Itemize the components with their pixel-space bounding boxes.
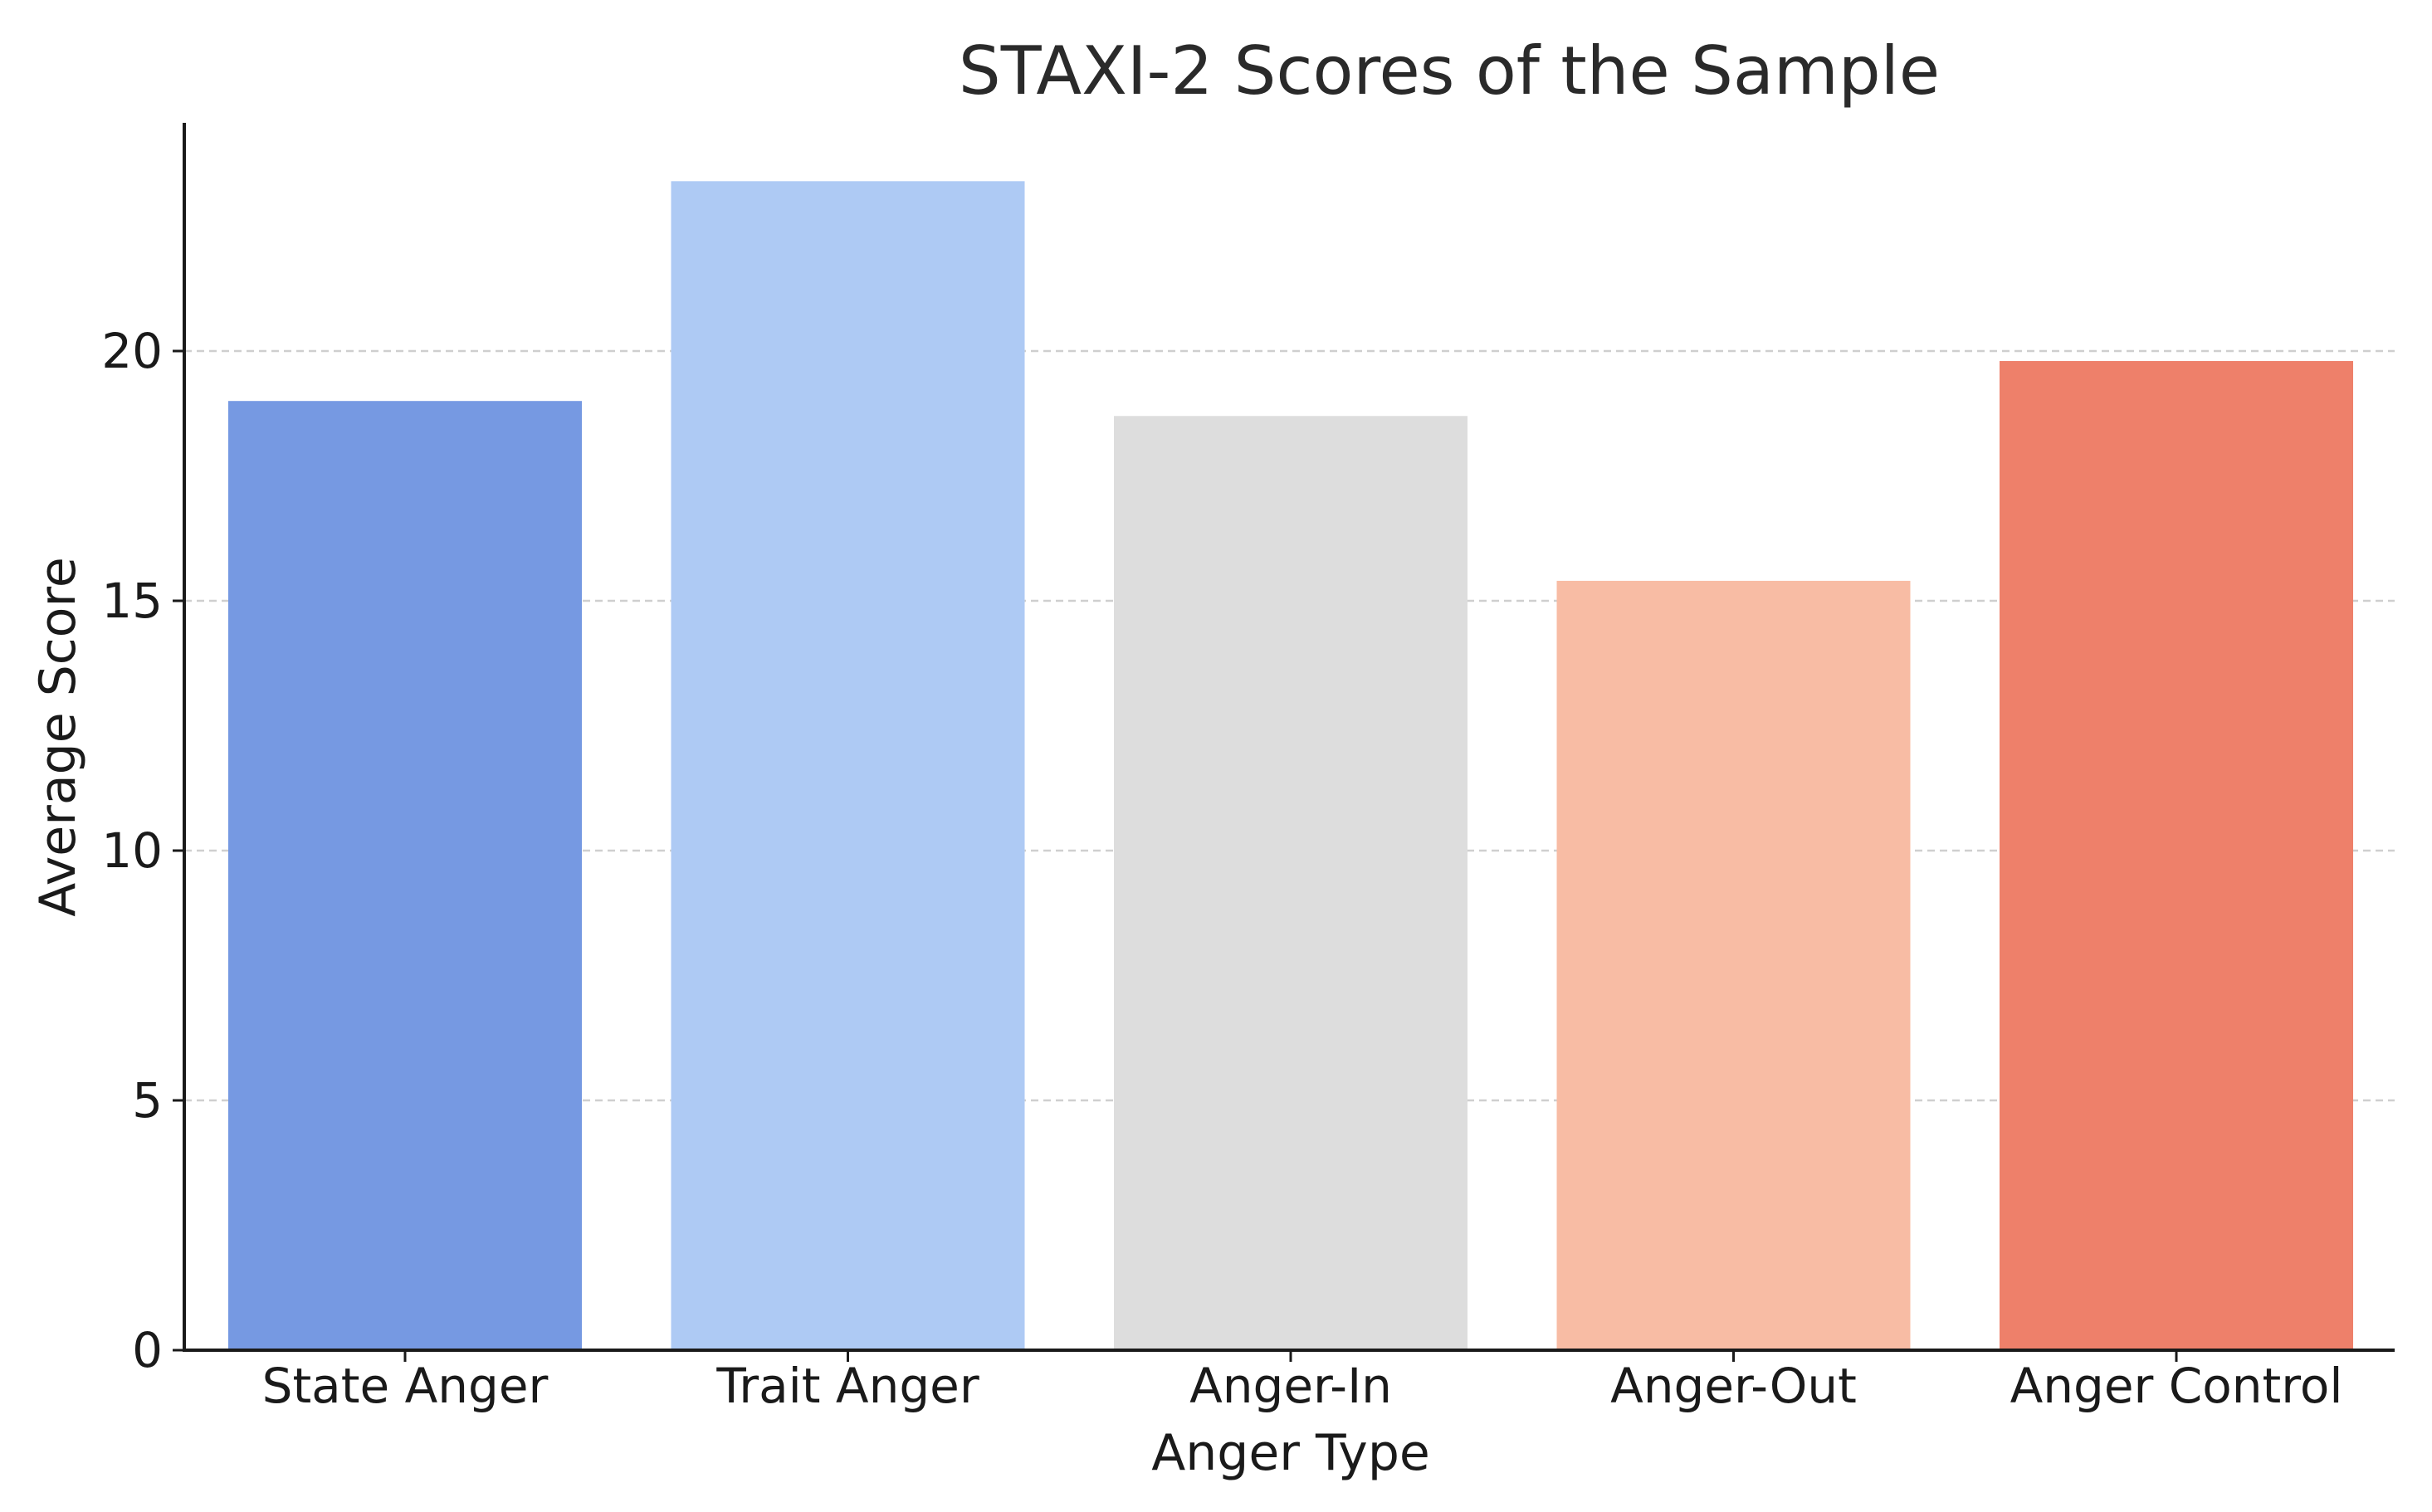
y-tick-label: 20 xyxy=(101,323,163,379)
x-tick-label: Anger Control xyxy=(2010,1358,2343,1414)
x-ticks: State Anger Trait Anger Anger-In Anger-Out A… xyxy=(262,1350,2343,1414)
x-tick-label: State Anger xyxy=(262,1358,549,1414)
bar-trait-anger xyxy=(671,181,1025,1350)
y-axis-title: Average Score xyxy=(29,557,87,917)
x-tick-label: Anger-Out xyxy=(1610,1358,1857,1414)
y-tick-label: 15 xyxy=(101,573,163,629)
x-tick-label: Anger-In xyxy=(1189,1358,1392,1414)
axes xyxy=(183,123,2395,1352)
y-tick-label: 0 xyxy=(132,1322,163,1378)
y-tick-label: 10 xyxy=(101,822,163,879)
bars xyxy=(228,181,2353,1351)
y-ticks: 0 5 10 15 20 xyxy=(101,323,184,1378)
x-tick-label: Trait Anger xyxy=(715,1358,979,1414)
x-axis-title: Anger Type xyxy=(1151,1424,1430,1482)
bar-anger-out xyxy=(1556,580,1911,1350)
y-tick-label: 5 xyxy=(132,1072,163,1129)
chart-title: STAXI-2 Scores of the Sample xyxy=(959,32,1940,110)
bar-anger-control xyxy=(2000,361,2353,1350)
bar-anger-in xyxy=(1114,416,1468,1350)
bar-state-anger xyxy=(228,401,582,1351)
